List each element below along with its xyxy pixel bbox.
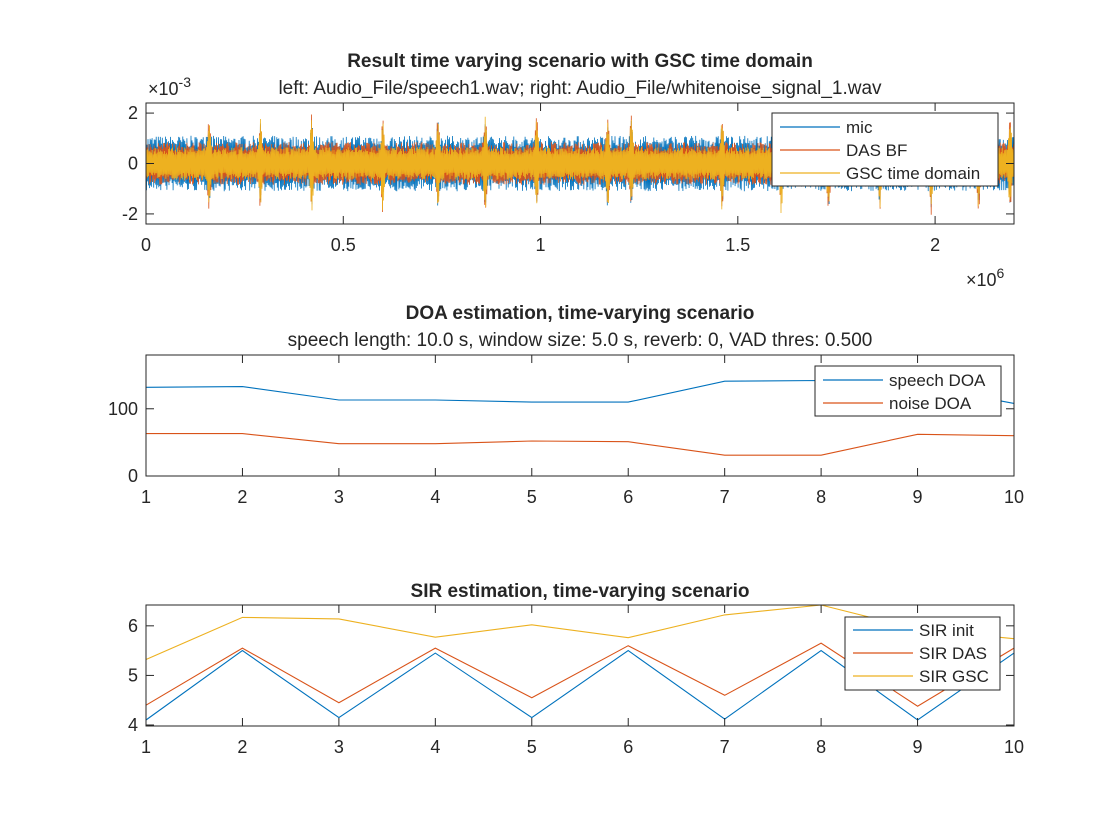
legend-box — [814, 365, 1002, 417]
axes-box — [145, 604, 1015, 727]
y-tick-label: 5 — [128, 665, 138, 685]
legend-label: DAS BF — [846, 141, 907, 160]
chart-title: DOA estimation, time-varying scenario — [406, 303, 755, 324]
chart-title: SIR estimation, time-varying scenario — [411, 581, 750, 602]
y-tick-label: 6 — [128, 616, 138, 636]
legend: SIR init SIR DAS SIR GSC — [844, 616, 1001, 691]
y-exponent-base: ×10 — [148, 79, 179, 99]
x-tick-label: 6 — [623, 487, 633, 507]
y-exponent-label: ×10-3 — [148, 74, 191, 99]
legend: speech DOA noise DOA — [814, 365, 1002, 417]
legend-label: speech DOA — [889, 371, 986, 390]
x-tick-label: 7 — [720, 737, 730, 757]
x-tick-label: 3 — [334, 487, 344, 507]
x-tick-label: 3 — [334, 737, 344, 757]
legend-label: SIR GSC — [919, 667, 989, 686]
y-exponent-power: -3 — [179, 74, 192, 90]
legend-label: SIR init — [919, 621, 974, 640]
x-tick-label: 10 — [1004, 487, 1024, 507]
x-tick-label: 8 — [816, 487, 826, 507]
x-tick-label: 9 — [913, 487, 923, 507]
x-tick-label: 5 — [527, 737, 537, 757]
chart-subtitle: left: Audio_File/speech1.wav; right: Aud… — [278, 78, 882, 99]
legend-label: SIR DAS — [919, 644, 987, 663]
x-tick-label: 2 — [237, 487, 247, 507]
chart-title: Result time varying scenario with GSC ti… — [347, 51, 813, 72]
legend: mic DAS BF GSC time domain — [771, 112, 999, 187]
x-tick-label: 5 — [527, 487, 537, 507]
x-tick-label: 1 — [141, 737, 151, 757]
series-line — [146, 433, 1015, 456]
x-tick-label: 0.5 — [331, 235, 356, 255]
legend-label: GSC time domain — [846, 164, 980, 183]
x-exponent-base: ×10 — [966, 270, 997, 290]
chart-subtitle: speech length: 10.0 s, window size: 5.0 … — [288, 330, 873, 351]
y-tick-label: 4 — [128, 715, 138, 735]
legend-label: mic — [846, 118, 873, 137]
y-tick-label: 2 — [128, 103, 138, 123]
y-tick-label: 0 — [128, 466, 138, 486]
x-tick-label: 2 — [237, 737, 247, 757]
x-tick-label: 1 — [536, 235, 546, 255]
x-tick-label: 4 — [430, 487, 440, 507]
x-tick-label: 1.5 — [725, 235, 750, 255]
x-tick-label: 8 — [816, 737, 826, 757]
y-tick-label: 0 — [128, 154, 138, 174]
x-tick-label: 2 — [930, 235, 940, 255]
y-tick-label: 100 — [108, 399, 138, 419]
x-tick-label: 0 — [141, 235, 151, 255]
axes-box — [145, 354, 1015, 477]
x-tick-label: 1 — [141, 487, 151, 507]
x-tick-label: 6 — [623, 737, 633, 757]
axes-3: 1 2 3 4 5 6 7 8 9 10 4 5 6 SIR estimation, time-varyi… — [128, 581, 1024, 757]
legend-label: noise DOA — [889, 394, 972, 413]
x-tick-label: 7 — [720, 487, 730, 507]
y-tick-label: -2 — [122, 204, 138, 224]
x-exponent-label: ×106 — [966, 265, 1005, 290]
x-tick-label: 9 — [913, 737, 923, 757]
x-tick-label: 4 — [430, 737, 440, 757]
x-tick-label: 10 — [1004, 737, 1024, 757]
x-exponent-power: 6 — [997, 265, 1005, 281]
